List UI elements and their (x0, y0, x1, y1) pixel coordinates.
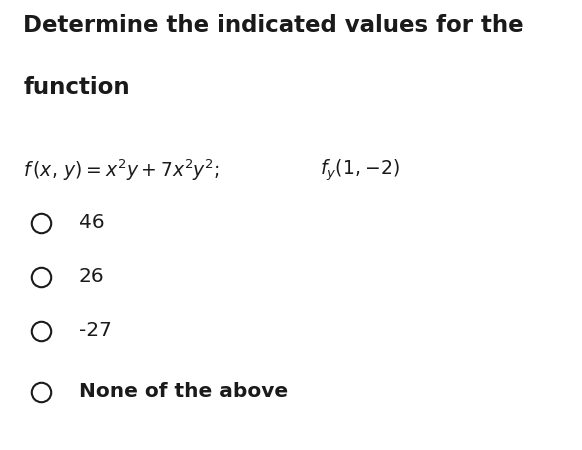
Text: Determine the indicated values for the: Determine the indicated values for the (23, 14, 524, 36)
Text: 46: 46 (79, 213, 104, 232)
Text: 26: 26 (79, 267, 104, 286)
Text: $f\,(x,\,y)=x^2y+7x^2y^2;$: $f\,(x,\,y)=x^2y+7x^2y^2;$ (23, 158, 220, 183)
Text: function: function (23, 76, 130, 99)
Text: -27: -27 (79, 321, 111, 340)
Text: $f_y(1,\!-\!2)$: $f_y(1,\!-\!2)$ (320, 158, 400, 183)
Text: None of the above: None of the above (79, 382, 288, 401)
